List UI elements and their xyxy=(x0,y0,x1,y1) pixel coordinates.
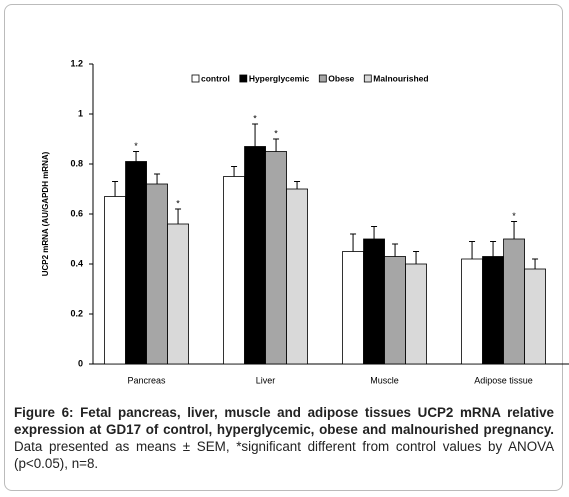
bar xyxy=(286,188,308,365)
bar xyxy=(125,161,147,365)
significance-mark: * xyxy=(253,113,257,123)
bar xyxy=(524,268,546,365)
x-tick-label: Muscle xyxy=(370,375,399,385)
x-tick-label: Liver xyxy=(256,375,276,385)
significance-mark: * xyxy=(134,141,138,151)
bar xyxy=(167,223,189,365)
bar xyxy=(265,151,287,365)
legend-label: Obese xyxy=(328,73,354,83)
y-tick-label: 0.6 xyxy=(70,208,83,218)
bar xyxy=(405,263,427,365)
bar xyxy=(146,183,168,365)
significance-mark: * xyxy=(274,128,278,138)
bar xyxy=(363,238,385,365)
y-tick-label: 1 xyxy=(78,108,83,118)
y-tick-label: 0.8 xyxy=(70,158,83,168)
legend-label: Hyperglycemic xyxy=(249,73,310,83)
bar xyxy=(503,238,525,365)
bar xyxy=(384,256,406,365)
legend-label: control xyxy=(201,73,230,83)
x-tick-label: Pancreas xyxy=(128,375,167,385)
x-tick-label: Adipose tissue xyxy=(474,375,533,385)
significance-mark: * xyxy=(512,211,516,221)
y-tick-label: 1.2 xyxy=(70,58,83,68)
frame xyxy=(4,4,563,491)
bar xyxy=(223,176,245,365)
legend-swatch xyxy=(363,74,372,83)
y-tick-label: 0.2 xyxy=(70,308,83,318)
caption-text: Data presented as means ± SEM, *signific… xyxy=(14,439,554,471)
legend-swatch xyxy=(191,74,200,83)
chart: UCP2 mRNA (AU/GAPDH mRNA) 0 0.2 0.4 0.6 0.8 1… xyxy=(41,58,569,385)
legend-label: Malnourished xyxy=(373,73,428,83)
significance-mark: * xyxy=(176,198,180,208)
bar xyxy=(342,251,364,365)
bar xyxy=(482,256,504,365)
bar xyxy=(104,196,126,365)
y-axis-title: UCP2 mRNA (AU/GAPDH mRNA) xyxy=(41,151,50,276)
y-tick-label: 0 xyxy=(78,358,83,368)
legend-swatch xyxy=(318,74,327,83)
bar xyxy=(244,146,266,365)
bar xyxy=(461,258,483,365)
caption-bold: Figure 6: Fetal pancreas, liver, muscle … xyxy=(14,405,554,437)
y-tick-label: 0.4 xyxy=(70,258,83,268)
legend-swatch xyxy=(239,74,248,83)
caption: Figure 6: Fetal pancreas, liver, muscle … xyxy=(14,404,554,472)
